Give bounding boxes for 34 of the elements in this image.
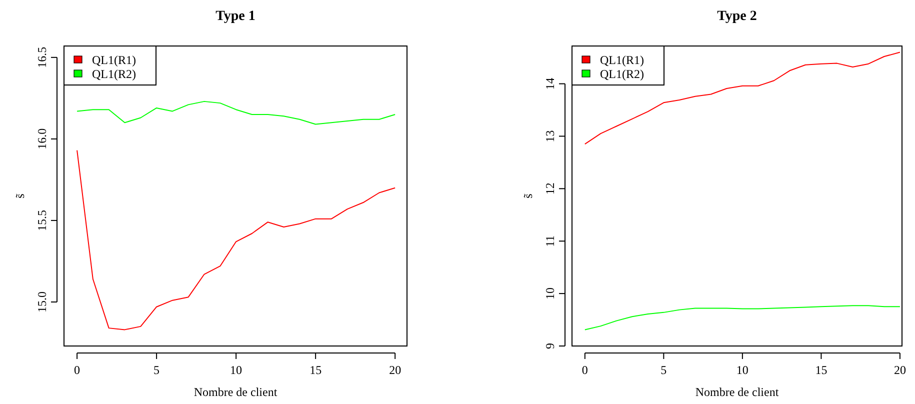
x-axis-title: Nombre de client bbox=[194, 385, 278, 399]
x-axis-title: Nombre de client bbox=[695, 385, 780, 399]
x-tick-label: 20 bbox=[389, 363, 402, 377]
line-series bbox=[76, 100, 396, 125]
line-series bbox=[584, 52, 900, 145]
y-tick-label: 15.0 bbox=[35, 291, 49, 312]
x-tick-label: 20 bbox=[894, 363, 906, 377]
y-axis-title: s̃ bbox=[13, 193, 27, 198]
y-tick-label: 14 bbox=[543, 78, 557, 90]
y-tick-label: 9 bbox=[543, 343, 557, 349]
y-axis-title: s̃ bbox=[521, 193, 535, 198]
legend-label: QL1(R1) bbox=[600, 53, 644, 67]
line-series bbox=[76, 150, 396, 330]
chart-title: Type 2 bbox=[717, 9, 757, 24]
legend-label: QL1(R2) bbox=[92, 67, 136, 81]
legend-label: QL1(R1) bbox=[92, 53, 136, 67]
y-tick-label: 15.5 bbox=[35, 210, 49, 231]
x-tick-label: 0 bbox=[74, 363, 80, 377]
y-tick-label: 13 bbox=[543, 130, 557, 142]
y-tick-label: 16.5 bbox=[35, 46, 49, 68]
y-tick-label: 12 bbox=[543, 182, 557, 195]
x-tick-label: 0 bbox=[582, 363, 588, 377]
x-tick-label: 10 bbox=[736, 363, 748, 377]
y-tick-label: 10 bbox=[543, 288, 557, 300]
y-tick-label: 16.0 bbox=[35, 128, 49, 150]
x-tick-label: 15 bbox=[815, 363, 828, 377]
x-tick-label: 5 bbox=[660, 363, 667, 377]
x-tick-label: 15 bbox=[310, 363, 322, 377]
x-tick-label: 5 bbox=[154, 363, 160, 377]
legend-label: QL1(R2) bbox=[600, 67, 644, 81]
x-tick-label: 10 bbox=[230, 363, 242, 377]
chart-title: Type 1 bbox=[216, 9, 256, 24]
y-tick-label: 11 bbox=[543, 235, 557, 247]
line-series bbox=[584, 305, 900, 330]
